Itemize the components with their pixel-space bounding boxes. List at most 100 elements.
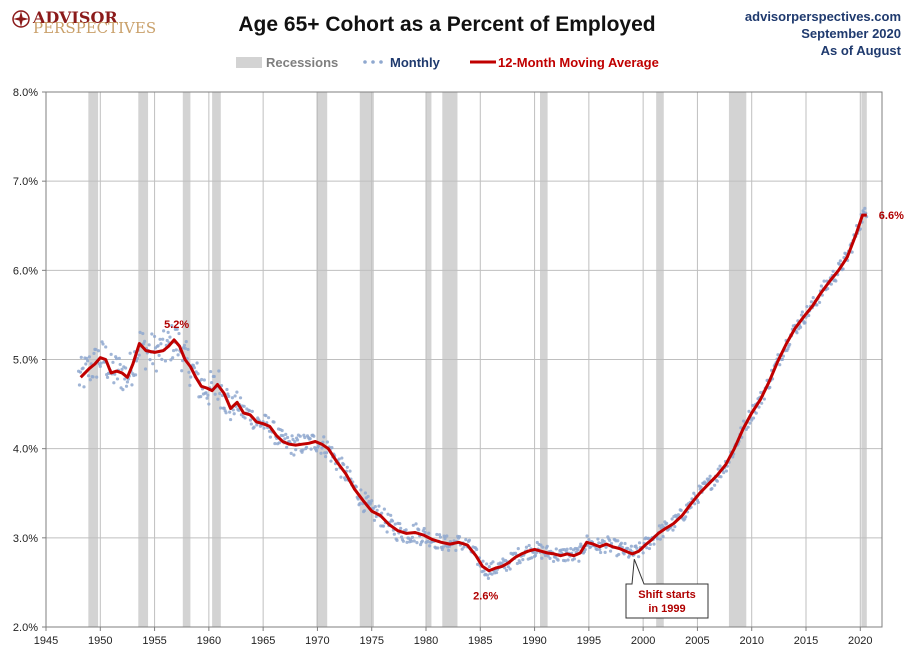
monthly-point [490, 572, 494, 576]
monthly-point [565, 547, 569, 551]
monthly-point [177, 331, 181, 336]
legend: Recessions Monthly 12-Month Moving Avera… [236, 55, 659, 70]
monthly-point [799, 313, 804, 317]
monthly-point [233, 394, 237, 398]
monthly-point [826, 287, 830, 291]
monthly-point [863, 206, 867, 210]
monthly-point [515, 561, 519, 566]
monthly-point [143, 339, 147, 343]
monthly-point [399, 535, 404, 539]
monthly-point [362, 509, 367, 513]
monthly-point [629, 544, 633, 548]
monthly-point [467, 538, 472, 542]
monthly-point [665, 521, 669, 525]
y-tick-label: 2.0% [13, 622, 38, 634]
monthly-point [670, 517, 674, 521]
monthly-point [147, 343, 151, 347]
monthly-point [162, 329, 166, 333]
monthly-point [660, 523, 664, 527]
monthly-point [521, 558, 525, 562]
monthly-point [171, 356, 175, 360]
monthly-point [757, 405, 761, 409]
monthly-point [534, 551, 538, 555]
monthly-point [395, 538, 399, 542]
monthly-point [637, 541, 642, 545]
monthly-point [699, 485, 703, 489]
x-axis-ticks: 1945 1950 1955 1960 1965 1970 1975 1980 1985 1990… [34, 627, 873, 647]
monthly-point [414, 522, 418, 526]
monthly-point [622, 552, 626, 556]
legend-ma-label: 12-Month Moving Average [498, 55, 659, 70]
x-tick-label: 1960 [197, 635, 221, 647]
monthly-point [105, 375, 110, 379]
y-tick-label: 3.0% [13, 533, 38, 545]
x-tick-label: 2020 [848, 635, 872, 647]
monthly-point [163, 359, 168, 363]
monthly-point [710, 487, 714, 491]
monthly-point [272, 420, 276, 424]
monthly-point [715, 479, 719, 483]
monthly-point [751, 403, 755, 408]
monthly-point [323, 455, 328, 459]
monthly-point [673, 525, 677, 529]
monthly-point [96, 349, 101, 353]
monthly-point [602, 539, 606, 544]
monthly-point [392, 532, 396, 536]
monthly-point [716, 467, 720, 471]
monthly-point [475, 562, 480, 566]
monthly-point [248, 418, 253, 422]
monthly-point [707, 477, 711, 481]
monthly-point [548, 556, 552, 560]
monthly-point [218, 391, 222, 396]
monthly-point [412, 539, 416, 543]
monthly-point [616, 539, 620, 543]
monthly-point [481, 559, 485, 563]
monthly-point [138, 330, 142, 334]
site-name: advisorperspectives.com [745, 9, 901, 24]
monthly-point [380, 511, 384, 515]
monthly-point [422, 526, 426, 531]
monthly-point [150, 332, 154, 336]
monthly-point [603, 550, 607, 554]
monthly-point [249, 422, 253, 426]
monthly-point [817, 300, 822, 305]
monthly-point [696, 500, 700, 505]
monthly-point [98, 364, 102, 368]
monthly-point [232, 412, 236, 416]
monthly-point [809, 300, 814, 304]
monthly-point [744, 427, 748, 431]
callout: Shift starts in 1999 [625, 559, 709, 619]
monthly-point [543, 553, 548, 558]
monthly-point [410, 535, 415, 539]
monthly-series [76, 206, 869, 580]
monthly-point [834, 279, 838, 283]
monthly-point [427, 531, 431, 535]
monthly-point [359, 488, 363, 492]
monthly-point [546, 554, 550, 558]
monthly-point [798, 325, 803, 329]
monthly-point [95, 375, 99, 379]
monthly-point [303, 435, 307, 440]
monthly-point [124, 384, 129, 388]
monthly-point [255, 423, 259, 427]
monthly-point [750, 418, 754, 422]
monthly-point [228, 417, 233, 422]
monthly-point [748, 421, 752, 425]
y-tick-label: 7.0% [13, 176, 38, 188]
monthly-point [91, 375, 95, 379]
monthly-point [741, 419, 746, 423]
monthly-point [428, 544, 432, 548]
y-tick-label: 5.0% [13, 355, 38, 367]
monthly-point [508, 567, 512, 571]
monthly-point [485, 573, 490, 577]
monthly-point [115, 377, 120, 381]
x-tick-label: 1970 [305, 635, 329, 647]
monthly-point [135, 356, 139, 360]
monthly-point [569, 547, 573, 551]
monthly-point [157, 353, 161, 357]
monthly-point [819, 284, 823, 288]
monthly-point [189, 375, 193, 379]
monthly-point [599, 541, 604, 545]
monthly-point [589, 545, 593, 549]
